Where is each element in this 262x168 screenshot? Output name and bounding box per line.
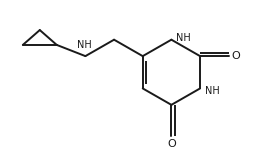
Text: NH: NH bbox=[176, 33, 191, 43]
Text: O: O bbox=[167, 139, 176, 149]
Text: NH: NH bbox=[205, 86, 220, 96]
Text: O: O bbox=[231, 51, 240, 61]
Text: NH: NH bbox=[77, 40, 91, 50]
